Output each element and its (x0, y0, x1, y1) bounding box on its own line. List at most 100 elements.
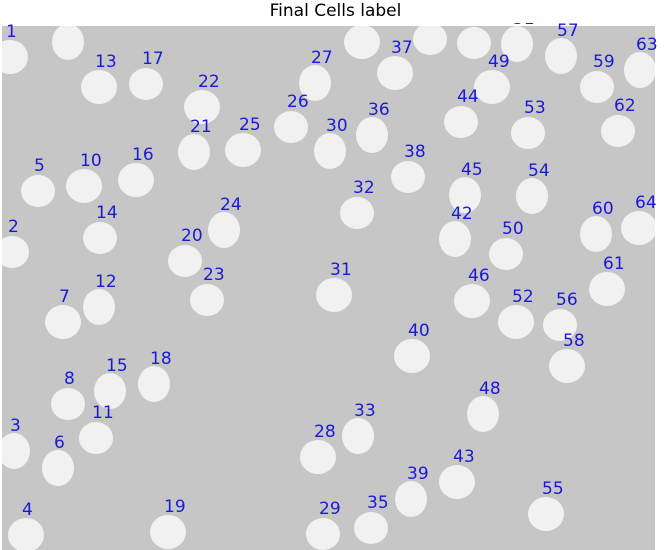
cell-label-15: 15 (106, 356, 128, 376)
cell-17 (129, 68, 163, 100)
cell-33 (342, 418, 374, 454)
cell-56 (543, 309, 577, 341)
cell-19 (150, 515, 186, 549)
cell-34 (344, 26, 380, 59)
cell-label-9: 9 (64, 23, 75, 27)
cell-label-37: 37 (391, 38, 413, 58)
cell-label-41: 41 (426, 23, 448, 24)
cell-label-22: 22 (198, 72, 220, 92)
cell-label-48: 48 (479, 379, 501, 399)
cell-label-51: 51 (513, 23, 535, 29)
cell-label-63: 63 (636, 35, 658, 55)
cell-label-57: 57 (557, 23, 579, 41)
cell-40 (394, 339, 430, 373)
cell-label-19: 19 (164, 497, 186, 517)
cell-label-1: 1 (6, 23, 17, 42)
cell-31 (316, 278, 352, 312)
cell-39 (395, 481, 427, 517)
cell-label-40: 40 (408, 321, 430, 341)
cell-32 (340, 197, 374, 229)
cell-label-50: 50 (502, 219, 524, 239)
cell-43 (439, 465, 475, 499)
segmentation-image: 1234567891011121314151617181920212223242… (2, 23, 658, 550)
image-title: Final Cells label (269, 1, 402, 21)
cell-60 (580, 216, 612, 252)
cell-label-28: 28 (314, 422, 336, 442)
cell-label-21: 21 (190, 117, 212, 137)
cell-label-45: 45 (461, 160, 483, 180)
cell-label-39: 39 (407, 464, 429, 484)
cell-label-32: 32 (353, 178, 375, 198)
cell-54 (516, 178, 548, 214)
cell-label-31: 31 (330, 260, 352, 280)
cell-10 (66, 169, 102, 203)
cell-label-13: 13 (95, 52, 117, 72)
cell-53 (511, 117, 545, 149)
cell-label-52: 52 (512, 287, 534, 307)
cell-label-62: 62 (614, 96, 636, 116)
cell-46 (454, 284, 490, 318)
cell-29 (306, 518, 340, 550)
cell-3 (2, 433, 30, 469)
cell-38 (391, 161, 425, 193)
cell-label-34: 34 (358, 23, 380, 27)
cell-label-47: 47 (470, 23, 492, 28)
cell-label-16: 16 (132, 145, 154, 165)
cell-label-11: 11 (92, 403, 114, 423)
cell-16 (118, 163, 154, 197)
cell-label-7: 7 (59, 287, 70, 307)
cell-2 (2, 236, 29, 268)
cell-label-44: 44 (457, 87, 479, 107)
cell-label-2: 2 (8, 217, 19, 237)
cell-label-61: 61 (603, 254, 625, 274)
cell-label-56: 56 (556, 290, 578, 310)
cell-44 (444, 106, 478, 138)
cell-label-23: 23 (203, 265, 225, 285)
cell-label-3: 3 (10, 416, 21, 436)
cell-label-46: 46 (468, 266, 490, 286)
cell-label-4: 4 (22, 500, 33, 520)
cell-27 (299, 65, 331, 101)
cell-1 (2, 40, 28, 74)
cell-label-36: 36 (368, 100, 390, 120)
cell-label-27: 27 (311, 48, 333, 68)
cell-5 (21, 175, 55, 207)
cell-22 (184, 90, 220, 124)
cell-25 (225, 133, 261, 167)
cell-label-24: 24 (220, 195, 242, 215)
cell-label-17: 17 (142, 49, 164, 69)
cell-49 (474, 70, 510, 104)
cell-41 (413, 26, 447, 55)
cell-52 (498, 305, 534, 339)
cell-label-10: 10 (80, 151, 102, 171)
cell-label-26: 26 (287, 92, 309, 112)
cell-30 (314, 133, 346, 169)
cell-24 (208, 212, 240, 248)
cell-label-49: 49 (488, 52, 510, 72)
cell-47 (457, 27, 491, 59)
cell-7 (45, 305, 81, 339)
cell-9 (52, 26, 84, 60)
cell-label-42: 42 (451, 204, 473, 224)
cell-12 (83, 289, 115, 325)
cell-59 (580, 71, 614, 103)
labels-layer: 1234567891011121314151617181920212223242… (6, 23, 658, 520)
cell-62 (601, 115, 635, 147)
cell-64 (621, 211, 655, 245)
cell-4 (8, 518, 44, 550)
cell-61 (589, 272, 625, 306)
cell-label-5: 5 (34, 156, 45, 176)
cell-20 (168, 245, 202, 277)
cell-11 (79, 422, 113, 454)
cell-label-38: 38 (404, 142, 426, 162)
cell-58 (549, 349, 585, 383)
cell-label-43: 43 (453, 447, 475, 467)
cell-13 (81, 70, 117, 104)
cell-label-12: 12 (95, 272, 117, 292)
cell-label-55: 55 (542, 479, 564, 499)
cell-label-6: 6 (54, 433, 65, 453)
cell-label-53: 53 (524, 98, 546, 118)
cell-label-35: 35 (367, 493, 389, 513)
cell-28 (300, 440, 336, 474)
cell-8 (51, 388, 85, 420)
